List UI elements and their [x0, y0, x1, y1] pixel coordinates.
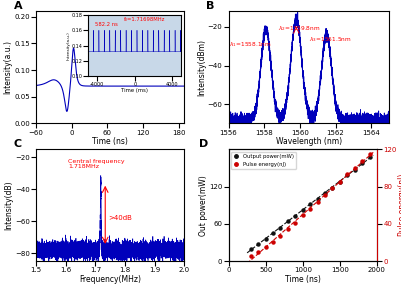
Text: D: D: [199, 139, 208, 149]
Line: Output power(mW): Output power(mW): [249, 155, 371, 250]
Output power(mW): [330, 186, 335, 189]
Pulse energy(nJ): [271, 240, 275, 243]
Pulse energy(nJ): [256, 250, 261, 254]
Output power(mW): [308, 202, 313, 206]
Pulse energy(nJ): [360, 160, 365, 163]
Y-axis label: Intensity(dBm): Intensity(dBm): [197, 39, 206, 96]
Pulse energy(nJ): [263, 245, 268, 249]
Text: B: B: [206, 1, 215, 11]
Pulse energy(nJ): [293, 221, 298, 225]
X-axis label: Wavelength (nm): Wavelength (nm): [276, 137, 342, 146]
Pulse energy(nJ): [286, 228, 290, 231]
Pulse energy(nJ): [345, 173, 350, 176]
Output power(mW): [360, 161, 365, 165]
Pulse energy(nJ): [278, 234, 283, 238]
Y-axis label: Intensity(a.u.): Intensity(a.u.): [4, 40, 13, 94]
Output power(mW): [352, 168, 357, 171]
X-axis label: Time (ns): Time (ns): [92, 137, 128, 146]
Pulse energy(nJ): [337, 180, 342, 184]
X-axis label: Frequency(MHz): Frequency(MHz): [79, 275, 141, 284]
Output power(mW): [271, 231, 275, 234]
Output power(mW): [345, 174, 350, 177]
Output power(mW): [278, 226, 283, 229]
Output power(mW): [322, 191, 327, 195]
Pulse energy(nJ): [330, 187, 335, 190]
Output power(mW): [256, 242, 261, 245]
Y-axis label: Pulse energy(nJ): Pulse energy(nJ): [398, 174, 401, 236]
Output power(mW): [367, 155, 372, 158]
Text: $\lambda_1$=1558.1nm: $\lambda_1$=1558.1nm: [229, 40, 272, 49]
Text: Central frequency
1.718MHz: Central frequency 1.718MHz: [68, 159, 125, 169]
Pulse energy(nJ): [367, 152, 372, 156]
Output power(mW): [293, 214, 298, 218]
Output power(mW): [337, 181, 342, 184]
Output power(mW): [300, 208, 305, 212]
X-axis label: Time (ns): Time (ns): [285, 275, 321, 284]
Pulse energy(nJ): [248, 254, 253, 257]
Pulse energy(nJ): [352, 166, 357, 170]
Legend: Output power(mW), Pulse energy(nJ): Output power(mW), Pulse energy(nJ): [231, 152, 296, 169]
Pulse energy(nJ): [308, 207, 313, 211]
Text: C: C: [14, 139, 22, 149]
Y-axis label: Intensity(dB): Intensity(dB): [4, 181, 14, 230]
Pulse energy(nJ): [315, 201, 320, 204]
Output power(mW): [315, 197, 320, 201]
Pulse energy(nJ): [300, 214, 305, 217]
Text: >40dB: >40dB: [108, 215, 132, 221]
Output power(mW): [286, 220, 290, 223]
Text: $\lambda_2$=1559.8nm: $\lambda_2$=1559.8nm: [278, 24, 321, 33]
Line: Pulse energy(nJ): Pulse energy(nJ): [249, 152, 371, 257]
Pulse energy(nJ): [322, 193, 327, 197]
Output power(mW): [263, 237, 268, 241]
Text: A: A: [14, 1, 22, 11]
Text: $\lambda_3$=1561.5nm: $\lambda_3$=1561.5nm: [309, 35, 352, 44]
Y-axis label: Out power(mW): Out power(mW): [198, 175, 208, 236]
Output power(mW): [248, 247, 253, 251]
